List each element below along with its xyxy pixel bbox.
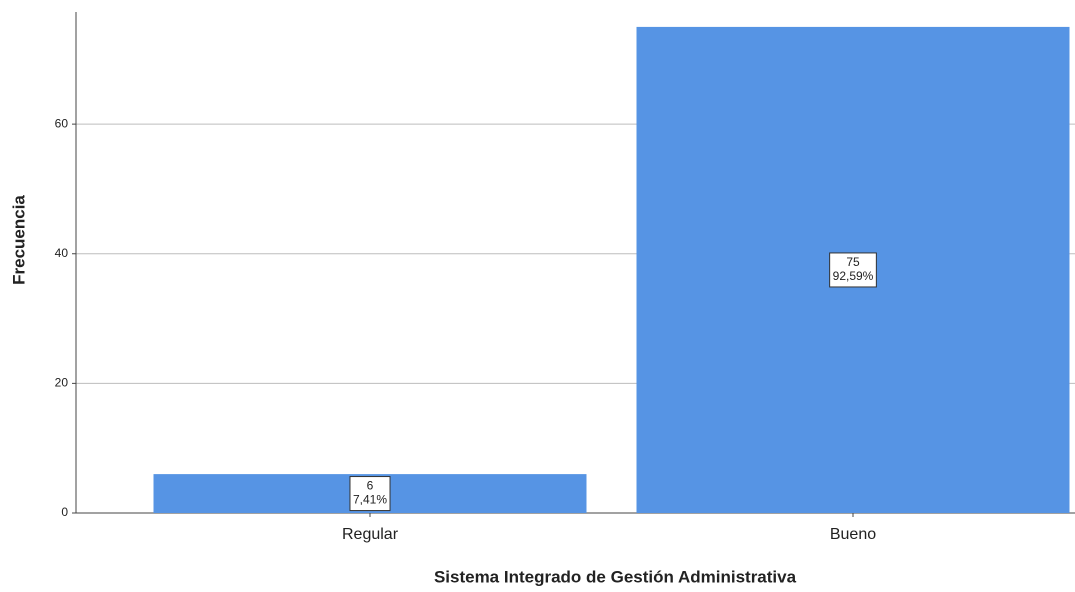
y-tick-label: 0 xyxy=(61,505,68,519)
y-tick-label: 20 xyxy=(55,376,69,390)
data-label-box xyxy=(829,252,877,288)
data-label: 7,41% xyxy=(353,493,387,507)
data-label-box xyxy=(349,476,391,512)
data-label: 75 xyxy=(846,255,860,269)
x-tick-label: Regular xyxy=(342,526,399,543)
y-tick-label: 40 xyxy=(55,246,69,260)
y-axis-title: Frecuencia xyxy=(9,195,28,285)
data-label: 6 xyxy=(367,479,374,493)
y-tick-label: 60 xyxy=(55,116,69,130)
x-tick-label: Bueno xyxy=(830,526,876,543)
data-label: 92,59% xyxy=(833,269,874,283)
x-axis-title: Sistema Integrado de Gestión Administrat… xyxy=(434,567,797,586)
